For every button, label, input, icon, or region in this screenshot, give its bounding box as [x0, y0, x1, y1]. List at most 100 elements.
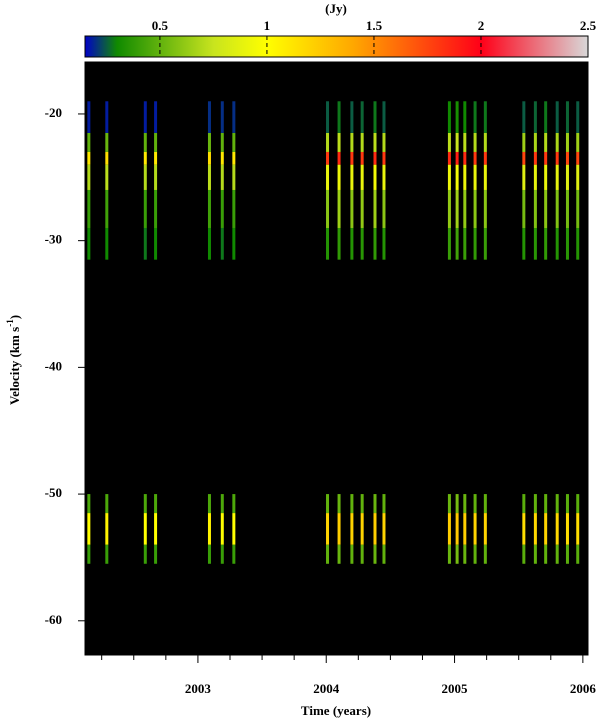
spectrum-cell [463, 101, 467, 133]
spectrum-cell [522, 164, 526, 190]
spectrum-cell [232, 544, 236, 564]
colorbar-tick-label: 2 [478, 18, 485, 33]
x-tick-label: 2006 [570, 681, 597, 696]
spectrum-cell [533, 189, 537, 228]
spectrum-cell [337, 494, 341, 514]
spectrum-cell [87, 132, 91, 152]
spectrum-cell [473, 513, 477, 545]
spectrum-cell [447, 544, 451, 564]
y-tick-label: -20 [45, 105, 62, 120]
spectrum-cell [483, 513, 487, 545]
spectrum-cell [555, 513, 559, 545]
spectrum-cell [522, 494, 526, 514]
spectrum-cell [87, 189, 91, 228]
spectrum-cell [455, 513, 459, 545]
spectrum-cell [360, 513, 364, 545]
spectrum-cell [473, 544, 477, 564]
spectrum-cell [154, 132, 158, 152]
spectrum-cell [105, 513, 109, 545]
spectrum-cell [373, 513, 377, 545]
spectrum-cell [463, 494, 467, 514]
spectrum-cell [154, 101, 158, 133]
spectrum-cell [576, 132, 580, 152]
spectrum-cell [576, 494, 580, 514]
spectrum-cell [337, 227, 341, 260]
spectrum-cell [105, 101, 109, 133]
spectrum-cell [87, 494, 91, 514]
spectrum-cell [522, 227, 526, 260]
spectrum-cell [483, 101, 487, 133]
spectrum-cell [576, 151, 580, 165]
spectrum-cell [350, 494, 354, 514]
spectrum-cell [447, 151, 451, 165]
spectrum-cell [533, 513, 537, 545]
spectrum-cell [350, 544, 354, 564]
y-axis-label-end: ) [7, 315, 22, 319]
spectrum-cell [576, 513, 580, 545]
spectrum-cell [207, 151, 211, 165]
spectrum-cell [154, 227, 158, 260]
spectrum-cell [555, 132, 559, 152]
spectrum-cell [220, 513, 224, 545]
x-tick-label: 2004 [313, 681, 340, 696]
spectrum-cell [483, 494, 487, 514]
spectrum-cell [522, 544, 526, 564]
spectrum-cell [565, 227, 569, 260]
spectrum-cell [483, 227, 487, 260]
spectrum-cell [473, 189, 477, 228]
colorbar [84, 35, 589, 58]
spectrum-cell [207, 513, 211, 545]
spectrum-cell [232, 513, 236, 545]
spectrum-cell [455, 189, 459, 228]
spectrum-cell [232, 227, 236, 260]
spectrum-cell [565, 151, 569, 165]
spectrum-cell [154, 151, 158, 165]
spectrum-cell [87, 151, 91, 165]
spectrum-cell [154, 164, 158, 190]
spectrum-cell [143, 494, 147, 514]
spectrum-cell [326, 132, 330, 152]
spectrum-cell [455, 151, 459, 165]
spectrum-cell [447, 227, 451, 260]
spectrum-cell [232, 494, 236, 514]
spectrum-cell [350, 189, 354, 228]
spectrum-cell [232, 151, 236, 165]
spectrum-cell [87, 544, 91, 564]
spectrum-cell [544, 189, 548, 228]
spectrum-cell [207, 189, 211, 228]
spectrum-cell [473, 164, 477, 190]
spectrum-cell [360, 227, 364, 260]
spectrum-cell [533, 101, 537, 133]
spectrum-cell [555, 189, 559, 228]
spectrum-cell [337, 151, 341, 165]
spectrum-cell [565, 513, 569, 545]
spectrum-cell [326, 189, 330, 228]
spectrum-cell [576, 101, 580, 133]
spectrum-cell [555, 164, 559, 190]
spectrum-cell [463, 164, 467, 190]
spectrum-cell [565, 544, 569, 564]
spectrum-cell [473, 151, 477, 165]
spectrum-cell [382, 164, 386, 190]
spectrum-cell [105, 494, 109, 514]
spectrum-cell [207, 544, 211, 564]
spectrum-cell [143, 132, 147, 152]
spectrum-cell [455, 164, 459, 190]
spectrum-cell [360, 101, 364, 133]
spectrum-cell [232, 101, 236, 133]
spectrum-cell [463, 151, 467, 165]
spectrum-cell [220, 164, 224, 190]
spectrum-cell [373, 132, 377, 152]
spectrum-cell [522, 513, 526, 545]
spectrum-cell [455, 132, 459, 152]
spectrum-cell [463, 544, 467, 564]
spectrum-cell [350, 513, 354, 545]
spectrum-cell [105, 132, 109, 152]
spectrum-cell [483, 164, 487, 190]
spectrum-cell [544, 513, 548, 545]
spectrum-cell [337, 101, 341, 133]
colorbar-tick-label: 2.5 [580, 18, 597, 33]
spectrum-cell [483, 544, 487, 564]
spectrum-cell [382, 189, 386, 228]
